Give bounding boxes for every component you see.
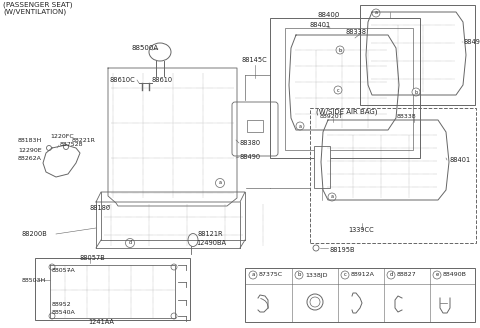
Text: d: d xyxy=(129,240,132,245)
Text: 88338: 88338 xyxy=(397,114,417,119)
Text: 88827: 88827 xyxy=(397,273,417,277)
Bar xyxy=(35,258,190,320)
Text: 88610C: 88610C xyxy=(110,77,136,83)
Circle shape xyxy=(336,46,344,54)
Text: a: a xyxy=(374,10,377,15)
Text: a: a xyxy=(252,273,254,277)
Bar xyxy=(310,108,476,243)
Text: 88262A: 88262A xyxy=(18,156,42,161)
Text: a: a xyxy=(218,180,221,186)
Text: 88200B: 88200B xyxy=(22,231,48,237)
Text: 88338: 88338 xyxy=(345,29,366,35)
Circle shape xyxy=(334,86,342,94)
Text: 887528: 887528 xyxy=(60,142,84,148)
Circle shape xyxy=(433,271,441,279)
Text: a: a xyxy=(331,195,334,199)
Text: 88610: 88610 xyxy=(152,77,173,83)
Text: 12490BA: 12490BA xyxy=(196,240,226,246)
Circle shape xyxy=(387,271,395,279)
Text: 88495C: 88495C xyxy=(464,39,480,45)
Text: 88920T: 88920T xyxy=(320,114,344,119)
Text: c: c xyxy=(336,88,339,92)
Circle shape xyxy=(296,122,304,130)
Text: 12290E: 12290E xyxy=(18,148,42,153)
Text: 1241AA: 1241AA xyxy=(88,319,114,325)
Text: 88912A: 88912A xyxy=(351,273,375,277)
Text: 88400: 88400 xyxy=(318,12,340,18)
Text: c: c xyxy=(344,273,347,277)
Text: 88195B: 88195B xyxy=(330,247,356,253)
Bar xyxy=(247,120,263,132)
Text: b: b xyxy=(338,48,342,52)
Circle shape xyxy=(295,271,303,279)
Text: 88503H: 88503H xyxy=(22,277,46,282)
Bar xyxy=(270,18,420,158)
Text: 1220FC: 1220FC xyxy=(50,133,74,138)
Text: b: b xyxy=(297,273,300,277)
Circle shape xyxy=(341,271,349,279)
Text: 88540A: 88540A xyxy=(52,311,76,316)
Text: 88952: 88952 xyxy=(52,302,72,308)
Text: 1339CC: 1339CC xyxy=(348,227,374,233)
Text: d: d xyxy=(389,273,393,277)
Text: 88057B: 88057B xyxy=(80,255,106,261)
Text: 88057A: 88057A xyxy=(52,268,76,273)
Circle shape xyxy=(328,193,336,201)
Text: (W/VENTILATION): (W/VENTILATION) xyxy=(3,9,66,15)
Text: a: a xyxy=(299,124,301,129)
Circle shape xyxy=(216,178,225,188)
Text: (PASSENGER SEAT): (PASSENGER SEAT) xyxy=(3,2,72,8)
Bar xyxy=(245,268,475,322)
Text: 88401: 88401 xyxy=(310,22,331,28)
Text: e: e xyxy=(435,273,439,277)
Text: 88380: 88380 xyxy=(240,140,261,146)
Bar xyxy=(285,28,413,150)
Bar xyxy=(360,5,475,105)
Text: 88145C: 88145C xyxy=(242,57,268,63)
Text: 87375C: 87375C xyxy=(259,273,283,277)
Text: 88490B: 88490B xyxy=(443,273,467,277)
Bar xyxy=(314,146,330,188)
Circle shape xyxy=(125,238,134,248)
Text: 88121R: 88121R xyxy=(197,231,223,237)
Text: 88401: 88401 xyxy=(449,157,470,163)
Text: 88490: 88490 xyxy=(240,154,261,160)
Text: 88500A: 88500A xyxy=(131,45,158,51)
Text: (W/SIDE AIR BAG): (W/SIDE AIR BAG) xyxy=(316,109,377,115)
Text: 88180: 88180 xyxy=(90,205,111,211)
Text: 88221R: 88221R xyxy=(72,137,96,142)
Circle shape xyxy=(372,9,380,17)
Circle shape xyxy=(412,88,420,96)
Text: 1338JD: 1338JD xyxy=(305,273,327,277)
Text: 88183H: 88183H xyxy=(18,138,42,144)
Circle shape xyxy=(249,271,257,279)
Text: b: b xyxy=(414,90,418,94)
